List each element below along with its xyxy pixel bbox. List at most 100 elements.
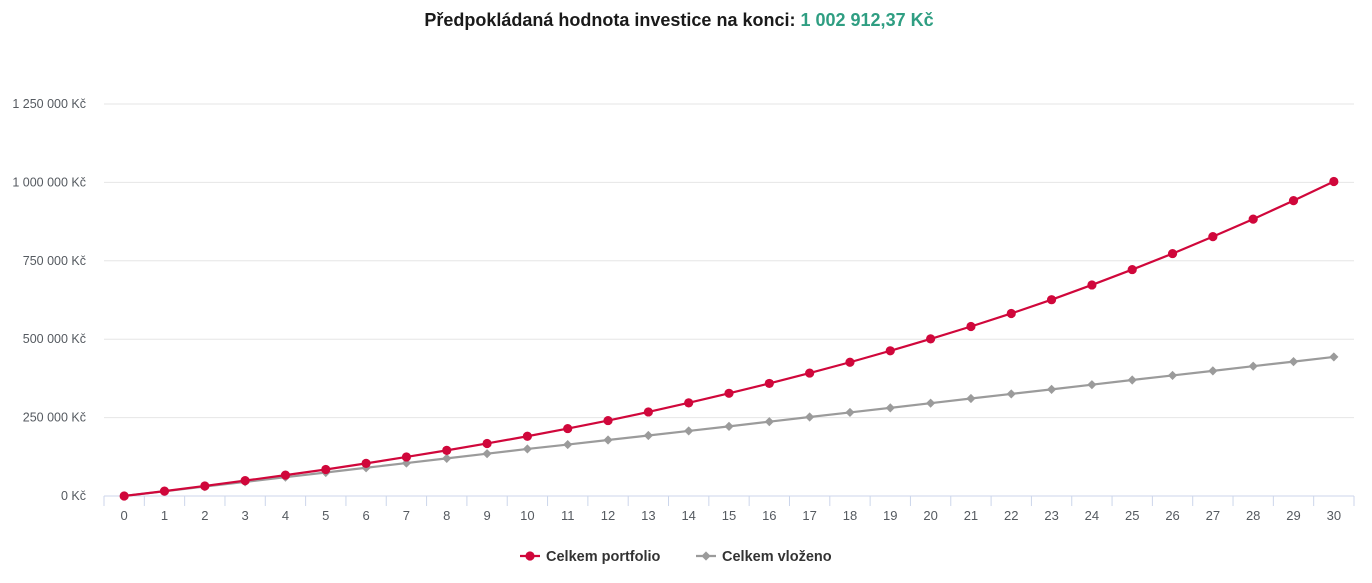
data-point[interactable] [1167, 370, 1178, 381]
data-point[interactable] [522, 431, 532, 441]
data-point[interactable] [563, 423, 573, 434]
data-point[interactable] [200, 481, 210, 491]
legend-item-1[interactable]: Celkem vloženo [696, 549, 832, 565]
legend-label: Celkem vloženo [722, 549, 832, 565]
x-tick-label: 26 [1165, 508, 1179, 523]
data-point[interactable] [522, 444, 532, 454]
x-tick-label: 9 [483, 508, 490, 523]
data-point[interactable] [1208, 232, 1218, 242]
data-point[interactable] [966, 393, 976, 404]
data-point[interactable] [845, 407, 855, 418]
legend-marker [525, 551, 535, 561]
data-point[interactable] [1087, 380, 1097, 390]
x-tick-label: 2 [201, 508, 208, 523]
data-point[interactable] [482, 449, 492, 459]
x-tick-label: 30 [1327, 508, 1341, 523]
data-point[interactable] [805, 412, 815, 422]
x-tick-label: 24 [1085, 508, 1099, 523]
legend-item-0[interactable]: Celkem portfolio [520, 549, 661, 565]
data-point[interactable] [603, 435, 613, 445]
x-axis-labels: 0 1 2 3 4 5 6 7 8 9 10 11 12 13 14 15 16 17 18 19 20 21 22 23 24… [121, 508, 1342, 523]
x-tick-label: 28 [1246, 508, 1260, 523]
x-tick-label: 25 [1125, 508, 1139, 523]
y-tick-label: 1 000 000 Kč [12, 175, 86, 189]
data-point[interactable] [1248, 361, 1258, 371]
x-tick-label: 18 [843, 508, 857, 523]
data-point[interactable] [563, 439, 573, 450]
x-tick-label: 21 [964, 508, 978, 523]
data-point[interactable] [1288, 195, 1299, 206]
x-tick-label: 1 [161, 508, 168, 523]
data-point[interactable] [1288, 357, 1299, 367]
data-point[interactable] [926, 334, 936, 344]
data-point[interactable] [401, 452, 412, 462]
data-point[interactable] [321, 464, 331, 475]
y-tick-label: 1 250 000 Kč [12, 97, 86, 111]
y-tick-label: 250 000 Kč [23, 411, 86, 425]
data-point[interactable] [361, 458, 371, 468]
data-point[interactable] [885, 346, 895, 356]
series-markers [119, 176, 1339, 501]
x-tick-label: 0 [121, 508, 128, 523]
x-axis [103, 495, 1355, 506]
y-tick-label: 500 000 Kč [23, 332, 86, 346]
x-tick-label: 16 [762, 508, 776, 523]
grid-lines [104, 103, 1354, 419]
x-tick-label: 4 [282, 508, 289, 523]
legend-label: Celkem portfolio [546, 549, 661, 565]
data-point[interactable] [442, 445, 452, 455]
x-tick-label: 10 [520, 508, 534, 523]
y-tick-label: 0 Kč [61, 489, 86, 503]
data-point[interactable] [885, 403, 895, 413]
x-tick-label: 8 [443, 508, 450, 523]
x-tick-label: 23 [1044, 508, 1058, 523]
data-point[interactable] [724, 421, 734, 431]
data-point[interactable] [1329, 176, 1339, 187]
data-point[interactable] [482, 438, 492, 449]
x-tick-label: 6 [362, 508, 369, 523]
x-tick-label: 15 [722, 508, 736, 523]
data-point[interactable] [603, 415, 613, 426]
x-tick-label: 29 [1286, 508, 1300, 523]
legend: Celkem portfolio Celkem vloženo [520, 549, 832, 565]
data-point[interactable] [684, 426, 694, 436]
x-tick-label: 3 [242, 508, 249, 523]
data-point[interactable] [1127, 375, 1137, 385]
chart-title-amount: 1 002 912,37 Kč [800, 10, 934, 30]
data-point[interactable] [1006, 389, 1016, 399]
data-point[interactable] [1046, 384, 1057, 394]
data-point[interactable] [1046, 295, 1057, 305]
x-tick-label: 27 [1206, 508, 1220, 523]
y-tick-label: 750 000 Kč [23, 254, 86, 268]
x-tick-label: 7 [403, 508, 410, 523]
legend-marker [701, 551, 711, 561]
data-point[interactable] [1127, 264, 1137, 275]
data-point[interactable] [1329, 352, 1339, 362]
data-point[interactable] [159, 486, 170, 496]
data-point[interactable] [684, 398, 694, 408]
data-point[interactable] [643, 430, 653, 441]
data-point[interactable] [845, 357, 855, 367]
data-point[interactable] [643, 407, 653, 417]
data-point[interactable] [764, 378, 774, 389]
data-point[interactable] [401, 458, 412, 468]
data-point[interactable] [119, 491, 129, 501]
data-point[interactable] [724, 388, 734, 398]
data-point[interactable] [1087, 280, 1097, 290]
x-tick-label: 17 [802, 508, 816, 523]
data-point[interactable] [1167, 248, 1178, 259]
data-point[interactable] [966, 321, 976, 332]
data-point[interactable] [1006, 308, 1016, 319]
data-point[interactable] [764, 417, 774, 427]
data-point[interactable] [442, 453, 452, 463]
data-point[interactable] [926, 398, 936, 408]
x-tick-label: 14 [681, 508, 695, 523]
data-point[interactable] [280, 470, 291, 480]
data-point[interactable] [1208, 366, 1218, 376]
x-tick-label: 19 [883, 508, 897, 523]
data-point[interactable] [240, 476, 250, 486]
data-point[interactable] [1248, 214, 1258, 224]
data-point[interactable] [805, 368, 815, 378]
x-tick-label: 11 [561, 508, 575, 523]
